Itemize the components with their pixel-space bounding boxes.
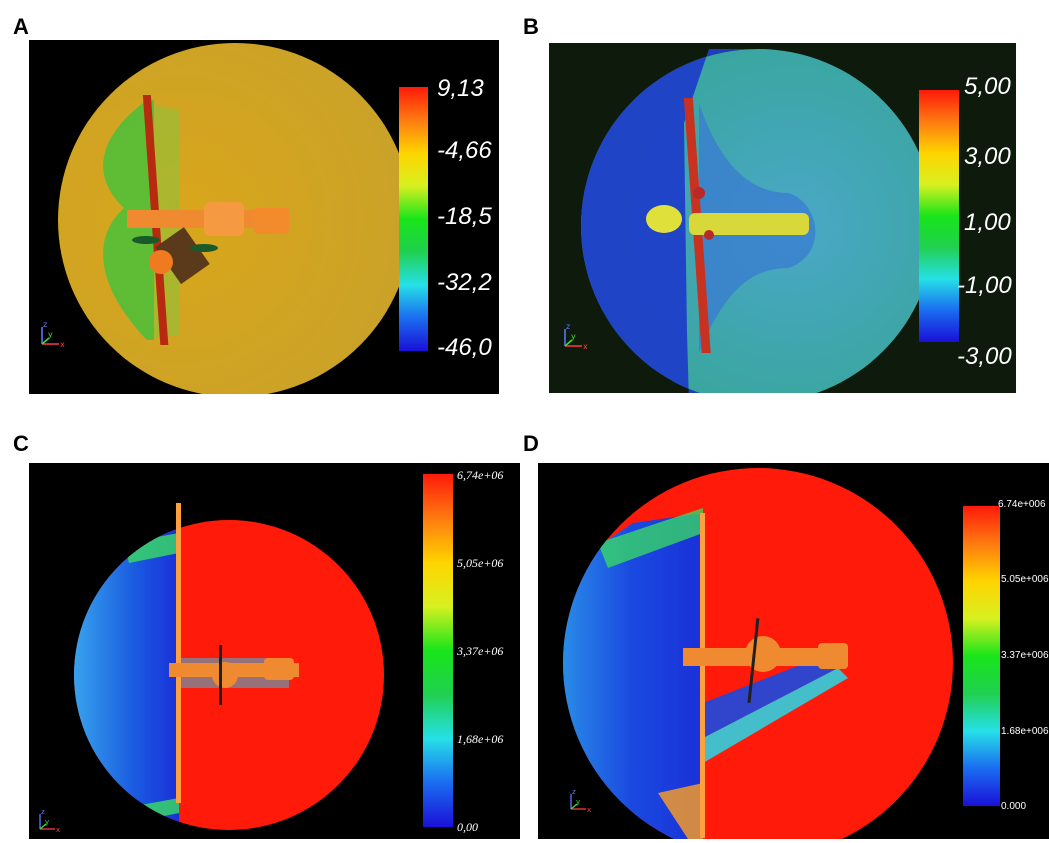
solar-panel <box>176 503 181 803</box>
colorbar-tick: -18,5 <box>437 203 492 230</box>
svg-text:z: z <box>43 320 47 329</box>
station-module <box>204 202 244 236</box>
axes-triad-icon: z y x <box>34 318 68 352</box>
svg-text:z: z <box>41 808 45 816</box>
colorbar-tick: 5,05e+06 <box>457 556 504 570</box>
svg-text:x: x <box>56 826 60 834</box>
station-module <box>818 643 848 669</box>
station-module <box>212 662 238 688</box>
wake-region <box>703 668 848 763</box>
station-module <box>745 636 781 672</box>
colorbar-tick: 1.68e+006 <box>1001 726 1049 737</box>
svg-text:y: y <box>45 818 49 826</box>
colorbar-tick: 0.000 <box>1001 801 1027 812</box>
svg-text:y: y <box>576 798 580 806</box>
panel-c-viewport: 6,74e+06 5,05e+06 3,37e+06 1,68e+06 0,00… <box>29 463 520 839</box>
station-module <box>264 658 294 680</box>
radiator <box>704 230 714 240</box>
panel-label-a: A <box>13 14 29 39</box>
wake-region <box>563 513 703 839</box>
colorbar-tick: 1,00 <box>964 209 1011 236</box>
colorbar-tick: -3,00 <box>957 343 1012 370</box>
colorbar-tick: -46,0 <box>437 334 492 361</box>
svg-text:z: z <box>566 322 570 331</box>
panel-c-render <box>74 503 384 830</box>
station-module <box>646 205 682 233</box>
panel-label-c: C <box>13 431 29 456</box>
axes-triad-icon: z y x <box>563 783 597 817</box>
panel-a-viewport: 9,13 -4,66 -18,5 -32,2 -46,0 z y x <box>29 40 499 394</box>
radiator <box>747 618 760 703</box>
radiator <box>219 645 222 705</box>
colorbar-tick: 3.37e+006 <box>1001 650 1049 661</box>
colorbar <box>399 87 428 351</box>
colorbar <box>423 474 453 827</box>
colorbar-tick: 1,68e+06 <box>457 732 504 746</box>
wake-region <box>658 783 703 839</box>
panel-label-b: B <box>523 14 539 39</box>
svg-text:y: y <box>48 330 53 339</box>
radiator <box>132 236 160 244</box>
solar-panel <box>700 513 705 838</box>
axes-triad-icon: z y x <box>32 803 66 837</box>
svg-text:y: y <box>571 332 576 341</box>
radiator <box>190 244 218 252</box>
colorbar-tick: 6,74e+06 <box>457 468 504 482</box>
colorbar <box>919 90 959 342</box>
svg-text:x: x <box>583 342 588 351</box>
colorbar-tick: 5,00 <box>964 73 1011 100</box>
axes-triad-icon: z y x <box>557 320 591 354</box>
colorbar-tick: -32,2 <box>437 269 492 296</box>
colorbar-tick: 5.05e+006 <box>1001 574 1049 585</box>
wake-region <box>598 508 703 568</box>
svg-text:x: x <box>60 340 65 349</box>
colorbar-tick: -4,66 <box>437 137 492 164</box>
svg-text:x: x <box>587 806 591 814</box>
svg-text:z: z <box>572 788 576 796</box>
colorbar-tick: 6.74e+006 <box>998 499 1046 510</box>
colorbar-tick: -1,00 <box>957 272 1012 299</box>
panel-b-render <box>581 49 935 393</box>
station-module <box>149 250 173 274</box>
station-module <box>155 227 210 285</box>
panel-a-render <box>58 43 412 394</box>
colorbar-tick: 3,37e+06 <box>457 644 504 658</box>
station-module <box>254 208 289 234</box>
wake-region <box>703 658 838 738</box>
panel-b-viewport: 5,00 3,00 1,00 -1,00 -3,00 z y x <box>549 43 1016 393</box>
colorbar-tick: 0,00 <box>457 820 478 834</box>
radiator <box>693 187 705 199</box>
colorbar-tick: 9,13 <box>437 75 484 102</box>
panel-d-render <box>563 468 953 839</box>
station-module <box>689 213 809 235</box>
panel-label-d: D <box>523 431 539 456</box>
panel-d-viewport: 6.74e+006 5.05e+006 3.37e+006 1.68e+006 … <box>538 463 1049 839</box>
colorbar-tick: 3,00 <box>964 143 1011 170</box>
colorbar <box>963 506 1000 806</box>
